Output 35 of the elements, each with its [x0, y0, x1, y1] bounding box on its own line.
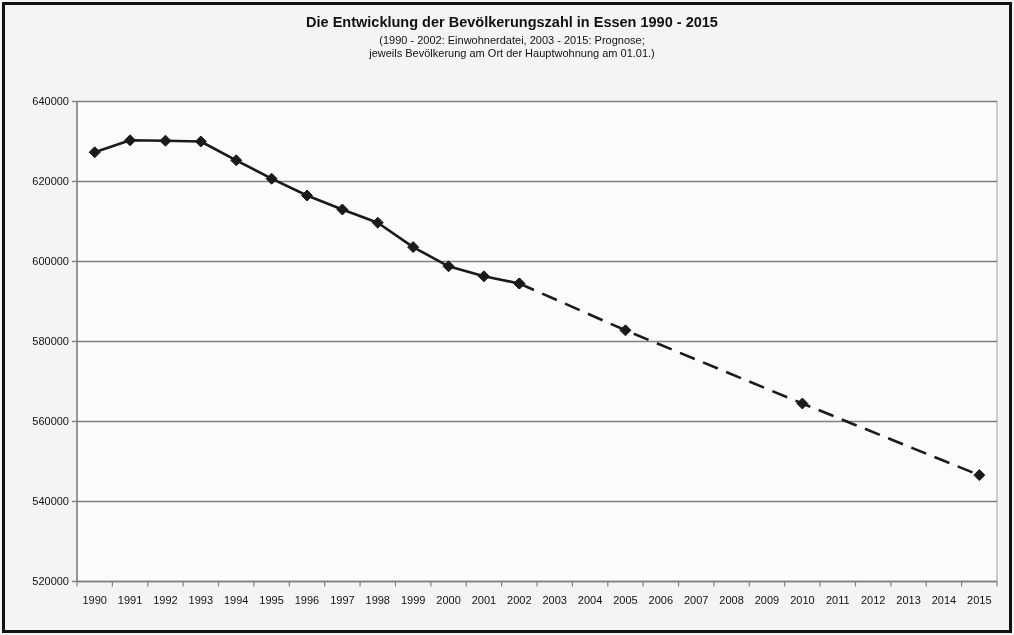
y-tick-label: 520000 — [32, 575, 69, 588]
x-tick-label: 1997 — [330, 593, 355, 606]
x-tick-label: 1991 — [117, 593, 143, 606]
x-tick-label: 2003 — [542, 593, 567, 606]
y-tick-label: 620000 — [32, 175, 69, 188]
x-tick-label: 2000 — [436, 593, 461, 606]
x-tick-label: 1993 — [188, 593, 214, 606]
chart-subtitle: (1990 - 2002: Einwohnerdatei, 2003 - 2015: Prognose; jeweils Bevölkerung am Ort der Hauptwohnung am 01.01.) — [368, 34, 655, 59]
x-tick-label: 2009 — [754, 593, 780, 606]
x-tick-label: 2005 — [613, 593, 638, 606]
x-tick-label: 2010 — [790, 593, 815, 606]
x-tick-label: 1999 — [400, 593, 426, 606]
chart-title: Die Entwicklung der Bevölkerungszahl in Essen 1990 - 2015 — [306, 14, 718, 30]
x-tick-label: 2006 — [648, 593, 674, 606]
x-tick-label: 1990 — [82, 593, 107, 606]
x-tick-label: 2001 — [471, 593, 497, 606]
x-tick-label: 2014 — [931, 593, 957, 606]
x-tick-label: 1992 — [153, 593, 178, 606]
x-tick-label: 2008 — [719, 593, 744, 606]
x-tick-label: 2011 — [825, 593, 850, 606]
x-tick-label: 1994 — [223, 593, 249, 606]
y-tick-label: 540000 — [32, 495, 69, 508]
x-tick-label: 2007 — [683, 593, 709, 606]
x-tick-label: 2004 — [577, 593, 603, 606]
y-tick-label: 560000 — [32, 415, 69, 428]
y-tick-label: 600000 — [32, 255, 69, 268]
x-tick-label: 2012 — [860, 593, 886, 606]
x-tick-label: 2013 — [896, 593, 921, 606]
y-tick-label: 640000 — [32, 95, 69, 108]
x-tick-label: 1998 — [365, 593, 391, 606]
y-tick-label: 580000 — [32, 335, 69, 348]
x-tick-label: 2015 — [967, 593, 992, 606]
x-tick-label: 2002 — [507, 593, 532, 606]
x-tick-label: 1996 — [294, 593, 320, 606]
x-tick-label: 1995 — [259, 593, 284, 606]
